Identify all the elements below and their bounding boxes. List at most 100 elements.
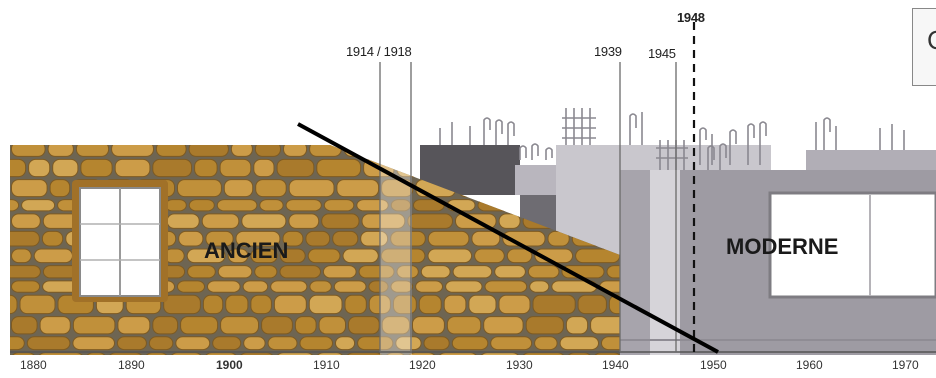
stone: [559, 336, 599, 351]
stone: [205, 230, 234, 247]
stone: [345, 352, 384, 355]
stone: [11, 280, 41, 293]
stone: [412, 316, 445, 335]
stone: [188, 199, 215, 212]
stone: [357, 336, 394, 351]
stone: [175, 336, 211, 351]
stone: [360, 230, 389, 247]
event-label-1948: 1948: [677, 10, 705, 25]
stone: [10, 336, 25, 351]
stone: [165, 199, 187, 212]
stone: [529, 280, 550, 293]
stone: [201, 213, 240, 229]
stone: [336, 179, 380, 198]
stone: [420, 265, 451, 279]
modern-window: [768, 191, 936, 299]
stone: [239, 352, 275, 355]
stone: [498, 294, 531, 315]
stone: [438, 352, 478, 355]
stone: [216, 199, 258, 212]
stone: [283, 145, 308, 157]
stone: [148, 336, 174, 351]
stone: [80, 158, 113, 178]
stone: [590, 316, 620, 335]
stone: [494, 265, 526, 279]
event-label-1939: 1939: [594, 44, 622, 59]
stone: [333, 280, 367, 293]
stone: [261, 316, 293, 335]
stone: [207, 280, 241, 293]
stone: [254, 145, 281, 157]
stone: [72, 316, 116, 335]
stone: [72, 336, 115, 351]
stone: [188, 145, 229, 157]
stone: [279, 248, 306, 264]
stone: [358, 265, 395, 279]
stone: [380, 248, 426, 264]
axis-tick: 1920: [409, 358, 436, 372]
stone: [390, 230, 426, 247]
stone: [166, 213, 200, 229]
stone: [177, 280, 205, 293]
stone: [116, 336, 147, 351]
stone: [418, 294, 442, 315]
stone: [11, 179, 48, 198]
stone: [33, 248, 73, 264]
stone: [308, 294, 343, 315]
stone: [11, 213, 41, 229]
stone: [474, 248, 505, 264]
stone: [288, 213, 320, 229]
stone: [178, 230, 204, 247]
stone: [11, 145, 46, 157]
stone: [11, 248, 32, 264]
stone: [10, 294, 18, 315]
stone: [276, 158, 315, 178]
stone: [288, 179, 335, 198]
stone: [19, 294, 56, 315]
stone: [395, 336, 422, 351]
stone: [49, 179, 71, 198]
ancien-label: ANCIEN: [204, 238, 289, 263]
stone: [567, 352, 592, 355]
stone: [250, 248, 278, 264]
stone: [155, 145, 187, 157]
stone: [565, 316, 589, 335]
caption-text: C: [927, 25, 936, 56]
stone: [381, 316, 411, 335]
rebar-icon: [439, 108, 905, 170]
stone: [498, 213, 521, 229]
stone: [223, 179, 254, 198]
axis-tick: 1910: [313, 358, 340, 372]
stone: [202, 294, 224, 315]
stone: [309, 280, 332, 293]
stone: [316, 158, 362, 178]
stone: [342, 248, 379, 264]
stone: [484, 280, 528, 293]
stone: [270, 280, 308, 293]
stone: [253, 158, 275, 178]
stone: [28, 158, 51, 178]
stone: [250, 294, 272, 315]
stone: [243, 336, 266, 351]
stone: [217, 265, 253, 279]
stone: [446, 316, 482, 335]
stone: [483, 316, 524, 335]
event-lines: [379, 22, 696, 352]
stone: [527, 265, 560, 279]
stone: [299, 336, 333, 351]
stone: [490, 336, 533, 351]
stone: [242, 280, 269, 293]
stone: [282, 230, 304, 247]
stone: [390, 280, 414, 293]
stone: [186, 248, 226, 264]
stone: [254, 265, 278, 279]
stone: [145, 352, 169, 355]
stone: [534, 336, 558, 351]
stone: [241, 213, 287, 229]
moderne-label: MODERNE: [726, 234, 839, 259]
stone: [452, 265, 493, 279]
stone: [396, 265, 419, 279]
stone: [279, 265, 321, 279]
stone: [225, 294, 249, 315]
